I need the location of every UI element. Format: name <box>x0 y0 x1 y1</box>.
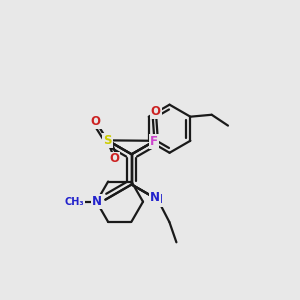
Text: O: O <box>110 152 119 166</box>
Text: F: F <box>150 135 158 148</box>
Text: S: S <box>103 134 112 147</box>
Text: O: O <box>91 115 101 128</box>
Text: N: N <box>92 195 101 208</box>
Text: N: N <box>153 193 163 206</box>
Text: N: N <box>150 191 160 204</box>
Text: O: O <box>151 105 161 118</box>
Text: CH₃: CH₃ <box>64 197 84 207</box>
